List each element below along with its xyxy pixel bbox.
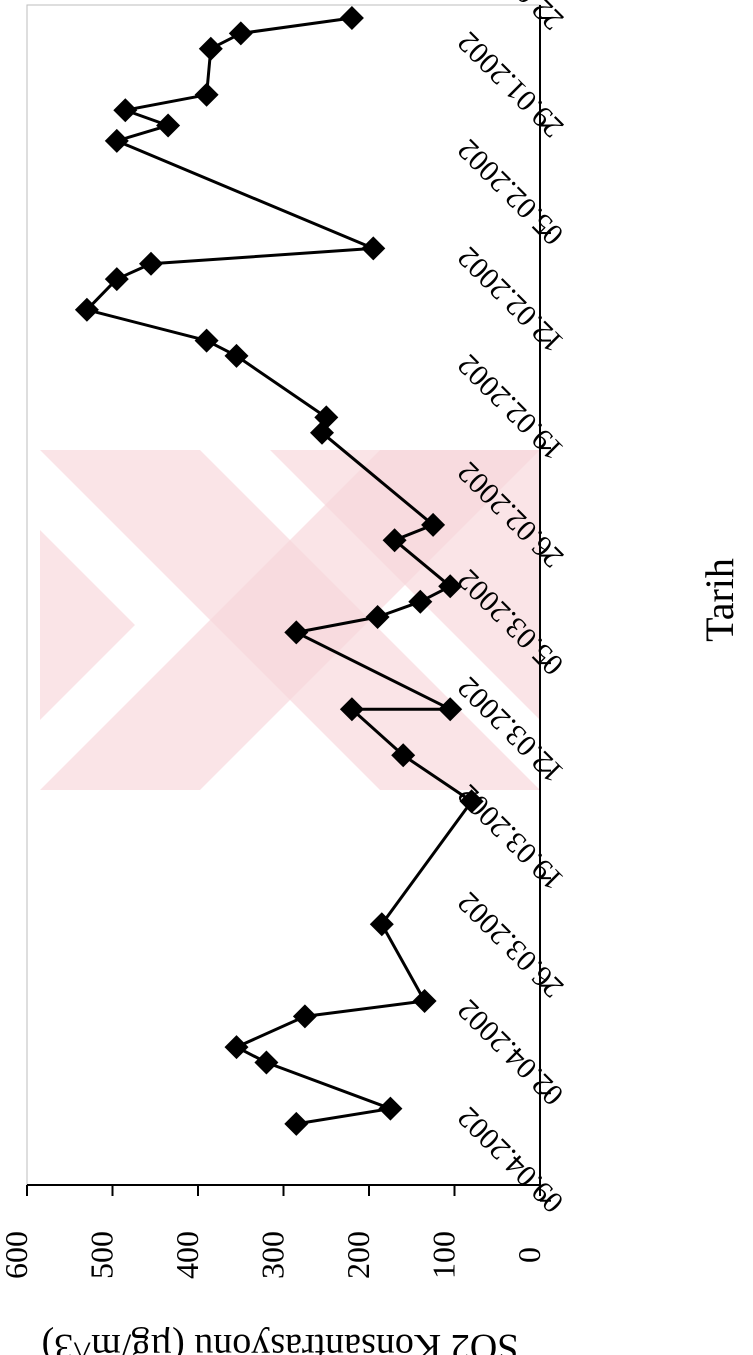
data-point [365, 605, 390, 629]
y-tick-label: 200 [340, 1231, 376, 1279]
data-point [382, 528, 407, 553]
watermark [40, 450, 540, 790]
data-point [391, 743, 416, 768]
data-point [421, 512, 446, 537]
y-tick-label: 500 [84, 1231, 120, 1279]
y-tick-label: 400 [169, 1231, 205, 1279]
data-point [310, 420, 334, 445]
data-point [412, 989, 437, 1013]
x-tick-label: 12.02.2002 [451, 240, 570, 359]
data-point [104, 128, 129, 153]
y-tick-label: 300 [255, 1231, 291, 1279]
y-tick-label: 100 [426, 1231, 462, 1279]
data-point [339, 697, 364, 722]
data-point [74, 297, 99, 322]
series-markers [74, 6, 484, 1136]
x-tick-label: 05.02.2002 [451, 133, 570, 252]
data-point [361, 236, 386, 261]
data-point [339, 6, 364, 30]
data-point [284, 1111, 309, 1136]
data-point [156, 113, 181, 138]
y-axis-ticks: 0 100 200 300 400 500 600 [0, 1185, 547, 1279]
data-point [438, 697, 463, 722]
data-point [438, 574, 463, 599]
data-point [459, 789, 484, 814]
data-point [369, 912, 394, 937]
x-axis-title: Tarih [697, 558, 742, 642]
data-point [228, 21, 253, 46]
data-point [224, 1035, 249, 1060]
watermark-shape-3 [40, 530, 135, 720]
data-point [292, 1004, 317, 1029]
data-point [254, 1050, 279, 1075]
y-tick-label: 0 [511, 1247, 547, 1263]
data-point [284, 620, 309, 645]
watermark-shape-2 [270, 450, 540, 720]
x-tick-label: 29.01.2002 [451, 25, 570, 144]
x-tick-label: 19.02.2002 [451, 348, 570, 467]
y-tick-label: 600 [0, 1231, 34, 1279]
data-point [139, 251, 163, 276]
data-point [224, 343, 249, 368]
x-tick-label: 02.04.2002 [451, 993, 570, 1112]
data-point [198, 36, 223, 61]
data-point [113, 98, 138, 123]
data-point [194, 328, 219, 353]
data-point [104, 267, 129, 292]
x-tick-label: 09.04.2002 [451, 1100, 570, 1219]
data-point [194, 82, 219, 107]
data-point [378, 1096, 403, 1121]
x-tick-label: 26.03.2002 [451, 885, 570, 1004]
y-axis-title: SO2 Konsantrasyonu (µg/m^3) [42, 1326, 519, 1355]
data-point [408, 589, 433, 614]
